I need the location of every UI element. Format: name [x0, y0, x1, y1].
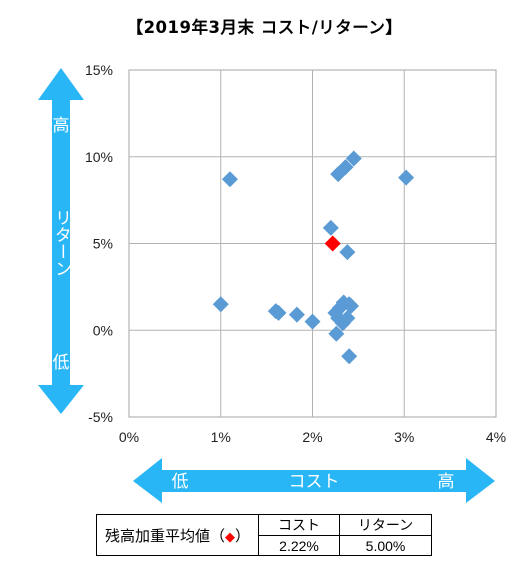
x-axis-arrow [133, 458, 495, 503]
summary-label-end: ） [235, 526, 251, 545]
return-value: 5.00% [339, 535, 433, 556]
gridlines [129, 70, 496, 417]
fund-point [345, 150, 362, 167]
x-tick-label: 1% [211, 429, 231, 445]
fund-point [322, 219, 339, 236]
y-axis-title: リターン [51, 209, 71, 277]
x-axis-low-label: 低 [172, 472, 189, 492]
fund-point [337, 159, 354, 176]
fund-point [212, 296, 229, 313]
x-axis-title: コスト [289, 472, 340, 492]
y-axis-low-label: 低 [53, 353, 70, 373]
fund-point [339, 244, 356, 261]
y-tick-label: 15% [85, 62, 113, 78]
chart-canvas: -5%0%5%10%15% 0% 1% 2% 3% 4% 高 リターン 低 低 コスト … [38, 62, 506, 503]
data-points [212, 150, 415, 365]
x-axis-high-label: 高 [438, 472, 455, 492]
fund-point [328, 325, 345, 342]
x-tick-label: 3% [394, 429, 414, 445]
fund-point [341, 348, 358, 365]
y-tick-labels: -5% 0% 5% 10% 15% [85, 62, 113, 425]
fund-point [339, 310, 356, 327]
fund-point [343, 297, 360, 314]
y-tick-label: 0% [93, 322, 113, 338]
cost-value: 2.22% [258, 535, 341, 556]
cost-header: コスト [258, 514, 341, 536]
chart-title: 【2019年3月末 コスト/リターン】 [126, 18, 403, 37]
fund-point [288, 306, 305, 323]
x-tick-label: 0% [119, 429, 139, 445]
summary-table: 残高加重平均値（◆） コスト リターン 2.22% 5.00% [95, 514, 433, 556]
y-axis-high-label: 高 [53, 116, 70, 136]
x-tick-labels: 0% 1% 2% 3% 4% [119, 429, 506, 445]
summary-label-text: 残高加重平均値（ [105, 526, 226, 545]
x-tick-label: 4% [486, 429, 506, 445]
red-diamond-icon: ◆ [225, 529, 236, 545]
fund-point [270, 304, 287, 321]
summary-row-label: 残高加重平均値（◆） [95, 514, 260, 556]
fund-point [221, 171, 238, 188]
weighted-average-point [324, 235, 341, 252]
fund-point [398, 169, 415, 186]
y-tick-label: -5% [88, 409, 113, 425]
y-tick-label: 10% [85, 149, 113, 165]
fund-point [304, 313, 321, 330]
y-axis-arrow [38, 68, 84, 414]
y-tick-label: 5% [93, 236, 113, 252]
x-tick-label: 2% [302, 429, 322, 445]
return-header: リターン [339, 514, 433, 536]
